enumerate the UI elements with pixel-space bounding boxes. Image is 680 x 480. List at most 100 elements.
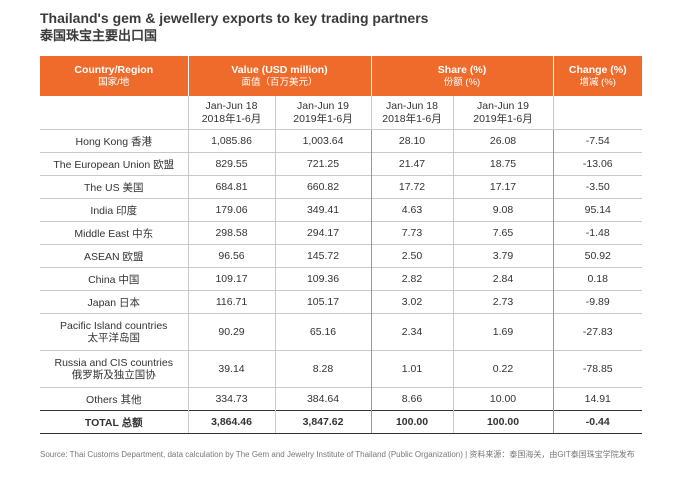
source-note: Source: Thai Customs Department, data ca… <box>40 450 635 459</box>
change-cell: 50.92 <box>552 244 643 268</box>
period-blank <box>40 96 188 130</box>
table-row: The US 美国 684.81 660.82 17.72 17.17 -3.50 <box>40 175 643 199</box>
period-label-zh: 2018年1-6月 <box>382 112 442 125</box>
change-cell: -1.48 <box>552 221 643 245</box>
share-2018-cell: 2.82 <box>370 267 454 291</box>
table-body: Hong Kong 香港 1,085.86 1,003.64 28.10 26.08 -7… <box>40 129 643 434</box>
country-name: Russia and CIS countries <box>54 356 173 369</box>
share-2019-cell: 1.69 <box>452 313 554 351</box>
country-name: 太平洋岛国 <box>87 332 141 344</box>
header-country-zh: 国家/地 <box>98 76 130 88</box>
country-name: Hong Kong 香港 <box>75 135 152 148</box>
value-2019-cell: 384.64 <box>274 387 372 411</box>
value-2018-cell: 1,085.86 <box>187 129 275 153</box>
table-row: Hong Kong 香港 1,085.86 1,003.64 28.10 26.08 -7… <box>40 129 643 153</box>
country-name: 俄罗斯及独立国协 <box>71 369 156 381</box>
country-cell: Hong Kong 香港 <box>40 129 188 153</box>
period-label-en: Jan-Jun 19 <box>297 100 349 112</box>
value-2018-cell: 116.71 <box>187 290 275 314</box>
share-2019-cell: 10.00 <box>452 387 554 411</box>
page-title: Thailand's gem & jewellery exports to ke… <box>40 10 429 26</box>
country-cell: Others 其他 <box>40 387 188 411</box>
period-label-en: Jan-Jun 18 <box>205 100 258 112</box>
table-row: China 中国 109.17 109.36 2.82 2.84 0.18 <box>40 267 643 291</box>
period-value-2019: Jan-Jun 19 2019年1-6月 <box>274 96 372 130</box>
exports-table: Country/Region 国家/地 Value (USD million) … <box>40 56 643 434</box>
value-2018-cell: 179.06 <box>187 198 275 222</box>
header-change-en: Change (%) <box>568 63 627 76</box>
total-label: TOTAL 总额 <box>40 410 188 434</box>
share-2018-cell: 7.73 <box>370 221 454 245</box>
country-name: Pacific Island countries <box>60 319 168 332</box>
value-2019-cell: 105.17 <box>274 290 372 314</box>
header-value-zh: 面值（百万美元） <box>241 76 318 88</box>
value-2018-cell: 109.17 <box>187 267 275 291</box>
country-cell: The European Union 欧盟 <box>40 152 188 176</box>
country-name: The European Union 欧盟 <box>53 158 175 171</box>
value-2019-cell: 145.72 <box>274 244 372 268</box>
period-label-en: Jan-Jun 19 <box>477 100 529 112</box>
value-2019-cell: 660.82 <box>274 175 372 199</box>
value-2019-cell: 8.28 <box>274 350 372 388</box>
country-cell: Russia and CIS countries 俄罗斯及独立国协 <box>40 350 188 388</box>
change-cell: 0.18 <box>552 267 643 291</box>
table-row: The European Union 欧盟 829.55 721.25 21.47 18… <box>40 152 643 176</box>
country-cell: India 印度 <box>40 198 188 222</box>
value-2019-cell: 65.16 <box>274 313 372 351</box>
share-2019-cell: 0.22 <box>452 350 554 388</box>
share-2018-cell: 21.47 <box>370 152 454 176</box>
period-label-en: Jan-Jun 18 <box>386 100 438 112</box>
share-2018-cell: 3.02 <box>370 290 454 314</box>
period-value-2018: Jan-Jun 18 2018年1-6月 <box>187 96 275 130</box>
share-2018-cell: 2.34 <box>370 313 454 351</box>
share-2018-cell: 4.63 <box>370 198 454 222</box>
header-share-en: Share (%) <box>437 63 487 76</box>
period-share-2019: Jan-Jun 19 2019年1-6月 <box>452 96 554 130</box>
share-2019-cell: 26.08 <box>452 129 554 153</box>
value-2018-cell: 298.58 <box>187 221 275 245</box>
change-cell: -78.85 <box>552 350 643 388</box>
value-2018-cell: 684.81 <box>187 175 275 199</box>
period-label-zh: 2018年1-6月 <box>201 112 262 125</box>
header-change-zh: 增减 (%) <box>579 76 616 88</box>
change-cell: -13.06 <box>552 152 643 176</box>
page-subtitle: 泰国珠宝主要出口国 <box>40 28 158 43</box>
change-cell: -3.50 <box>552 175 643 199</box>
share-2018-cell: 8.66 <box>370 387 454 411</box>
total-change-cell: -0.44 <box>552 410 643 434</box>
value-2019-cell: 721.25 <box>274 152 372 176</box>
share-2018-cell: 2.50 <box>370 244 454 268</box>
header-country: Country/Region 国家/地 <box>40 56 188 96</box>
table-row: India 印度 179.06 349.41 4.63 9.08 95.14 <box>40 198 643 222</box>
share-2018-cell: 1.01 <box>370 350 454 388</box>
change-cell: -7.54 <box>552 129 643 153</box>
share-2019-cell: 3.79 <box>452 244 554 268</box>
change-cell: -27.83 <box>552 313 643 351</box>
total-share-2018-cell: 100.00 <box>370 410 454 434</box>
header-value-en: Value (USD million) <box>231 63 328 76</box>
share-2019-cell: 7.65 <box>452 221 554 245</box>
share-2018-cell: 28.10 <box>370 129 454 153</box>
value-2019-cell: 109.36 <box>274 267 372 291</box>
table-header-row: Country/Region 国家/地 Value (USD million) … <box>40 56 643 96</box>
country-name: India 印度 <box>90 204 138 217</box>
change-cell: 14.91 <box>552 387 643 411</box>
country-cell: ASEAN 欧盟 <box>40 244 188 268</box>
country-cell: The US 美国 <box>40 175 188 199</box>
period-row: Jan-Jun 18 2018年1-6月 Jan-Jun 19 2019年1-6… <box>40 96 643 130</box>
change-cell: 95.14 <box>552 198 643 222</box>
share-2019-cell: 9.08 <box>452 198 554 222</box>
value-2019-cell: 1,003.64 <box>274 129 372 153</box>
country-name: Others 其他 <box>86 393 142 406</box>
share-2019-cell: 18.75 <box>452 152 554 176</box>
country-name: ASEAN 欧盟 <box>83 250 144 263</box>
table-row: Middle East 中东 298.58 294.17 7.73 7.65 -1.48 <box>40 221 643 245</box>
header-share-zh: 份额 (%) <box>443 76 481 88</box>
total-share-2019-cell: 100.00 <box>452 410 554 434</box>
table-row: Others 其他 334.73 384.64 8.66 10.00 14.91 <box>40 387 643 411</box>
period-blank-change <box>552 96 643 130</box>
share-2019-cell: 17.17 <box>452 175 554 199</box>
period-label-zh: 2019年1-6月 <box>293 112 353 125</box>
country-name: The US 美国 <box>83 181 144 194</box>
table-row: Pacific Island countries 太平洋岛国 90.29 65.16 2… <box>40 313 643 351</box>
